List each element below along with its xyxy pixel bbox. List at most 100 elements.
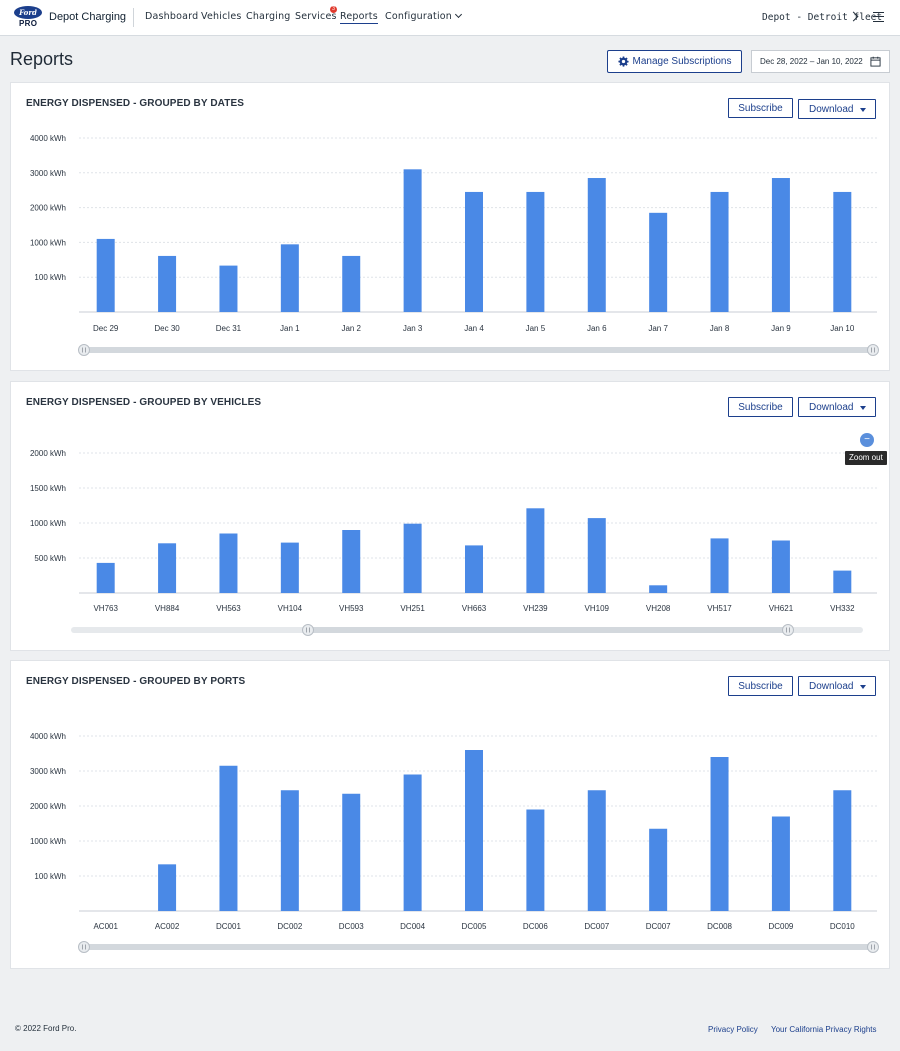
- x-tick-label: VH517: [707, 604, 732, 613]
- download-button-ports[interactable]: Download: [798, 676, 876, 696]
- depot-selector[interactable]: Depot - Detroit fleet: [762, 12, 883, 23]
- scrollbar-handle[interactable]: [867, 941, 879, 953]
- bar-dec-29[interactable]: [96, 238, 115, 312]
- date-range-picker[interactable]: Dec 28, 2022 – Jan 10, 2022: [751, 50, 890, 73]
- bar-dc005[interactable]: [465, 750, 483, 911]
- bar-dec-31[interactable]: [219, 265, 238, 312]
- bar-ac002[interactable]: [158, 864, 177, 911]
- nav-dashboard[interactable]: Dashboard: [145, 11, 199, 22]
- caret-down-icon: [860, 108, 866, 112]
- ford-pro-logo[interactable]: Ford PRO: [14, 6, 42, 28]
- subscribe-button-dates[interactable]: Subscribe: [728, 98, 793, 118]
- x-tick-label: Jan 5: [526, 324, 546, 333]
- y-tick-label: 3000 kWh: [30, 169, 66, 178]
- bar-vh593[interactable]: [342, 530, 361, 593]
- scrollbar-handle[interactable]: [867, 344, 879, 356]
- x-tick-label: AC001: [93, 922, 118, 931]
- bar-jan-7[interactable]: [649, 212, 668, 312]
- bar-vh332[interactable]: [833, 570, 852, 593]
- bar-jan-8[interactable]: [710, 191, 729, 312]
- bar-dc003[interactable]: [342, 793, 361, 911]
- x-tick-label: VH208: [646, 604, 671, 613]
- bar-vh763[interactable]: [96, 562, 115, 593]
- subscribe-button-ports[interactable]: Subscribe: [728, 676, 793, 696]
- chart-card-vehicles: ENERGY DISPENSED - GROUPED BY VEHICLES S…: [10, 381, 890, 651]
- x-tick-label: Dec 31: [216, 324, 242, 333]
- bar-vh104[interactable]: [280, 542, 299, 593]
- x-tick-label: DC007: [584, 922, 609, 931]
- bar-jan-4[interactable]: [465, 191, 483, 312]
- scrollbar-handle[interactable]: [782, 624, 794, 636]
- scrollbar-handle[interactable]: [302, 624, 314, 636]
- x-tick-label: VH239: [523, 604, 548, 613]
- download-label: Download: [809, 401, 854, 413]
- subscribe-button-vehicles[interactable]: Subscribe: [728, 397, 793, 417]
- bar-jan-5[interactable]: [526, 191, 545, 312]
- nav-configuration[interactable]: Configuration: [385, 10, 463, 22]
- chevron-down-icon: [454, 10, 463, 19]
- x-tick-label: AC002: [155, 922, 180, 931]
- bar-dec-30[interactable]: [158, 255, 177, 312]
- ford-logo-oval: Ford: [14, 6, 42, 19]
- bar-vh239[interactable]: [526, 508, 545, 593]
- x-tick-label: DC007: [646, 922, 671, 931]
- bar-jan-2[interactable]: [342, 255, 361, 312]
- x-tick-label: DC008: [707, 922, 732, 931]
- bar-vh563[interactable]: [219, 533, 238, 594]
- bar-dc010[interactable]: [833, 790, 852, 911]
- bar-dc006[interactable]: [526, 809, 545, 912]
- scrollbar-handle[interactable]: [78, 941, 90, 953]
- nav-services[interactable]: Services: [295, 11, 337, 22]
- bar-vh251[interactable]: [403, 523, 422, 593]
- nav-reports[interactable]: Reports: [340, 11, 378, 24]
- bar-dc008[interactable]: [710, 757, 729, 911]
- zoom-out-button[interactable]: −: [860, 433, 874, 447]
- chart-scrollbar-range[interactable]: [84, 347, 873, 353]
- x-tick-label: VH593: [339, 604, 364, 613]
- chart-title-ports: ENERGY DISPENSED - GROUPED BY PORTS: [26, 676, 246, 687]
- privacy-policy-link[interactable]: Privacy Policy: [708, 1025, 758, 1034]
- y-tick-label: 100 kWh: [34, 872, 66, 881]
- x-tick-label: VH884: [155, 604, 180, 613]
- bar-vh208[interactable]: [649, 585, 668, 593]
- y-tick-label: 500 kWh: [34, 554, 66, 563]
- y-tick-label: 2000 kWh: [30, 449, 66, 458]
- x-tick-label: VH251: [400, 604, 425, 613]
- bar-dc001[interactable]: [219, 765, 238, 911]
- x-tick-label: DC002: [277, 922, 302, 931]
- bar-vh621[interactable]: [771, 540, 790, 594]
- nav-vehicles[interactable]: Vehicles: [201, 11, 242, 22]
- chart-ports: 4000 kWh 3000 kWh 2000 kWh 1000 kWh 100 kWh A…: [30, 732, 879, 953]
- bar-vh663[interactable]: [465, 545, 483, 593]
- bar-jan-6[interactable]: [587, 178, 606, 312]
- bar-dc009[interactable]: [771, 816, 790, 912]
- bar-dc007[interactable]: [649, 828, 668, 911]
- y-tick-label: 3000 kWh: [30, 767, 66, 776]
- bar-vh517[interactable]: [710, 538, 729, 593]
- california-privacy-link[interactable]: Your California Privacy Rights: [771, 1025, 877, 1034]
- chart-scrollbar-range[interactable]: [308, 627, 788, 633]
- download-button-dates[interactable]: Download: [798, 99, 876, 119]
- menu-icon[interactable]: [873, 12, 884, 22]
- scrollbar-handle[interactable]: [78, 344, 90, 356]
- bar-jan-1[interactable]: [280, 244, 299, 312]
- manage-subscriptions-label: Manage Subscriptions: [632, 56, 732, 67]
- zoom-out-tooltip: Zoom out: [845, 451, 887, 465]
- x-tick-label: DC005: [462, 922, 487, 931]
- bar-dc007[interactable]: [587, 790, 606, 911]
- chart-vehicles: 2000 kWh 1500 kWh 1000 kWh 500 kWh VH763 VH88…: [30, 449, 877, 636]
- x-tick-label: Jan 9: [771, 324, 791, 333]
- bar-jan-10[interactable]: [833, 191, 852, 312]
- bar-vh884[interactable]: [158, 543, 177, 593]
- bar-dc002[interactable]: [280, 790, 299, 911]
- manage-subscriptions-button[interactable]: Manage Subscriptions: [607, 50, 742, 73]
- nav-charging[interactable]: Charging: [246, 11, 291, 22]
- chart-scrollbar-range[interactable]: [84, 944, 873, 950]
- x-tick-label: VH563: [216, 604, 241, 613]
- download-button-vehicles[interactable]: Download: [798, 397, 876, 417]
- bar-dc004[interactable]: [403, 774, 422, 912]
- bar-vh109[interactable]: [587, 518, 606, 593]
- bar-jan-9[interactable]: [771, 178, 790, 312]
- bar-jan-3[interactable]: [403, 169, 422, 312]
- x-tick-label: DC010: [830, 922, 855, 931]
